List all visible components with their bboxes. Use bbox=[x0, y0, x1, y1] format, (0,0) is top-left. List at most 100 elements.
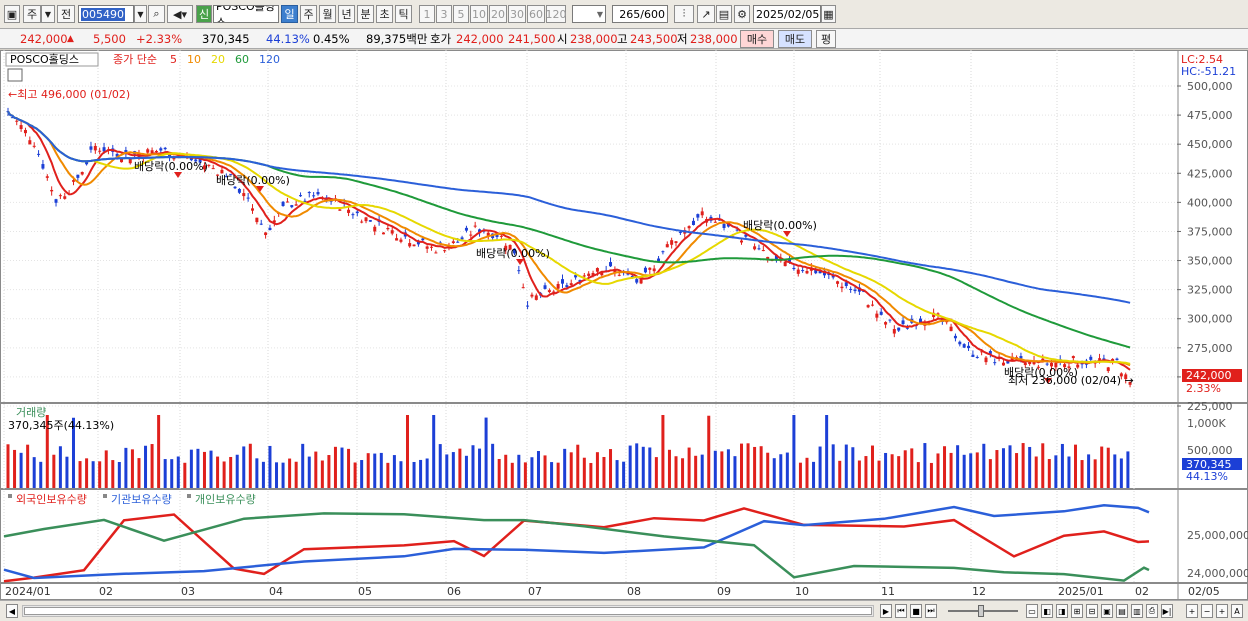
minute-option-120[interactable]: 120 bbox=[546, 5, 567, 23]
volume-bar bbox=[124, 447, 128, 488]
fast-forward-icon[interactable]: ⏭ bbox=[925, 604, 937, 618]
volume-bar bbox=[700, 454, 704, 488]
minute-option-1[interactable]: 1 bbox=[419, 5, 435, 23]
interval-tab-1[interactable]: 주 bbox=[300, 5, 317, 23]
volume-bar bbox=[222, 461, 226, 488]
candle-body bbox=[1119, 373, 1123, 377]
shrink-icon[interactable]: + bbox=[1216, 604, 1228, 618]
period-tab-all[interactable]: 전 bbox=[57, 5, 75, 23]
volume-bar bbox=[818, 446, 822, 488]
volume-bar bbox=[785, 452, 789, 488]
candle-body bbox=[408, 243, 412, 247]
minute-option-30[interactable]: 30 bbox=[508, 5, 526, 23]
period-tab-week[interactable]: 주 bbox=[23, 5, 41, 23]
minute-option-60[interactable]: 60 bbox=[527, 5, 545, 23]
sell-button[interactable]: 매도 bbox=[778, 30, 812, 48]
stock-code-input[interactable]: 005490 bbox=[78, 5, 134, 23]
volume-bar bbox=[831, 444, 835, 488]
evaluate-button[interactable]: 평 bbox=[816, 30, 836, 48]
candle-body bbox=[975, 356, 979, 358]
data-count-value: 265 bbox=[619, 7, 641, 21]
volume-bar bbox=[530, 457, 534, 488]
drawing-tool-icon[interactable]: ↗ bbox=[697, 5, 715, 23]
period-dropdown-icon[interactable]: ▼ bbox=[41, 5, 55, 23]
rewind-icon[interactable]: ⏮ bbox=[895, 604, 907, 618]
volume-bar bbox=[589, 462, 593, 488]
zoom-prev-icon[interactable]: ◧ bbox=[1041, 604, 1053, 618]
search-icon[interactable]: ⌕ bbox=[148, 5, 165, 23]
minute-option-5[interactable]: 5 bbox=[453, 5, 469, 23]
volume-bar bbox=[1060, 443, 1064, 488]
x-axis-label: 07 bbox=[528, 585, 542, 598]
volume-bar bbox=[523, 462, 527, 488]
code-dropdown-icon[interactable]: ▼ bbox=[134, 5, 147, 23]
font-size-icon[interactable]: A bbox=[1231, 604, 1243, 618]
stop-icon[interactable]: ■ bbox=[910, 604, 922, 618]
print-icon[interactable]: ⎙ bbox=[1146, 604, 1158, 618]
zoom-out-icon[interactable]: − bbox=[1201, 604, 1213, 618]
speaker-icon[interactable]: ◀▾ bbox=[167, 5, 193, 23]
volume-bar bbox=[595, 452, 599, 488]
zoom-slider[interactable] bbox=[948, 605, 1018, 617]
panel-icon[interactable]: ▤ bbox=[1116, 604, 1128, 618]
scroll-end-icon[interactable]: ▶| bbox=[1161, 604, 1173, 618]
gear-icon[interactable]: ⚙ bbox=[734, 5, 750, 23]
candle-body bbox=[316, 192, 320, 195]
interval-tab-6[interactable]: 틱 bbox=[395, 5, 412, 23]
interval-tab-0[interactable]: 일 bbox=[281, 5, 298, 23]
current-price: 242,000 bbox=[20, 32, 68, 46]
volume-bar bbox=[916, 462, 920, 488]
volume-bar bbox=[419, 459, 423, 488]
scroll-left-icon[interactable]: ◀ bbox=[6, 604, 18, 618]
zoom-in-icon[interactable]: + bbox=[1186, 604, 1198, 618]
minute-option-10[interactable]: 10 bbox=[470, 5, 488, 23]
date-input[interactable]: 2025/02/05 bbox=[753, 5, 821, 23]
candle-body bbox=[10, 117, 14, 119]
turnover-rate: 0.45% bbox=[313, 32, 350, 46]
candle-body bbox=[617, 274, 621, 276]
window-menu-icon[interactable]: ▣ bbox=[4, 5, 20, 23]
candle-body bbox=[657, 258, 661, 262]
interval-tab-4[interactable]: 분 bbox=[357, 5, 374, 23]
minute-option-3[interactable]: 3 bbox=[436, 5, 452, 23]
volume-bar bbox=[1126, 451, 1130, 488]
volume-bar bbox=[1047, 459, 1051, 488]
scroll-right-icon[interactable]: ▶ bbox=[880, 604, 892, 618]
scroll-track[interactable] bbox=[22, 605, 874, 617]
save-icon[interactable]: ▤ bbox=[716, 5, 732, 23]
chart-area[interactable]: 500,000 475,000 450,000 425,000 400,000 375,0… bbox=[0, 50, 1248, 600]
chart-canvas[interactable]: 500,000 475,000 450,000 425,000 400,000 375,0… bbox=[0, 50, 1248, 600]
volume-bar bbox=[1093, 459, 1097, 488]
volume-bar bbox=[196, 448, 200, 488]
chart-type-icon[interactable]: ⫶ bbox=[674, 5, 694, 23]
scroll-thumb[interactable] bbox=[24, 607, 872, 615]
data-count-input[interactable]: 265/600 bbox=[612, 5, 668, 23]
split-icon[interactable]: ⊟ bbox=[1086, 604, 1098, 618]
volume-bar bbox=[635, 443, 639, 488]
panel-add-icon[interactable]: ▣ bbox=[1101, 604, 1113, 618]
interval-tab-2[interactable]: 월 bbox=[319, 5, 336, 23]
grid-toggle-icon[interactable]: ⊞ bbox=[1071, 604, 1083, 618]
volume-bar bbox=[975, 452, 979, 488]
interval-tab-5[interactable]: 초 bbox=[376, 5, 393, 23]
calendar-icon[interactable]: ▦ bbox=[821, 5, 836, 23]
candle-body bbox=[849, 288, 853, 290]
export-icon[interactable]: ▥ bbox=[1131, 604, 1143, 618]
candle-body bbox=[430, 246, 434, 248]
lc-label: LC:2.54 bbox=[1181, 53, 1223, 66]
interval-tab-3[interactable]: 년 bbox=[338, 5, 355, 23]
volume-bar bbox=[1074, 444, 1078, 488]
candle-body bbox=[774, 255, 778, 260]
zoom-slider-handle[interactable] bbox=[978, 605, 984, 617]
unit-select[interactable]: ▼ bbox=[572, 5, 606, 23]
volume-bar bbox=[386, 462, 390, 488]
buy-button[interactable]: 매수 bbox=[740, 30, 774, 48]
legend-ma-60: 60 bbox=[235, 53, 249, 66]
volume-bar bbox=[301, 443, 305, 488]
table-icon bbox=[7, 68, 23, 82]
minute-option-20[interactable]: 20 bbox=[489, 5, 507, 23]
volume-bar bbox=[405, 415, 409, 488]
zoom-next-icon[interactable]: ◨ bbox=[1056, 604, 1068, 618]
candle-body bbox=[373, 226, 377, 232]
zoom-fit-icon[interactable]: ▭ bbox=[1026, 604, 1038, 618]
